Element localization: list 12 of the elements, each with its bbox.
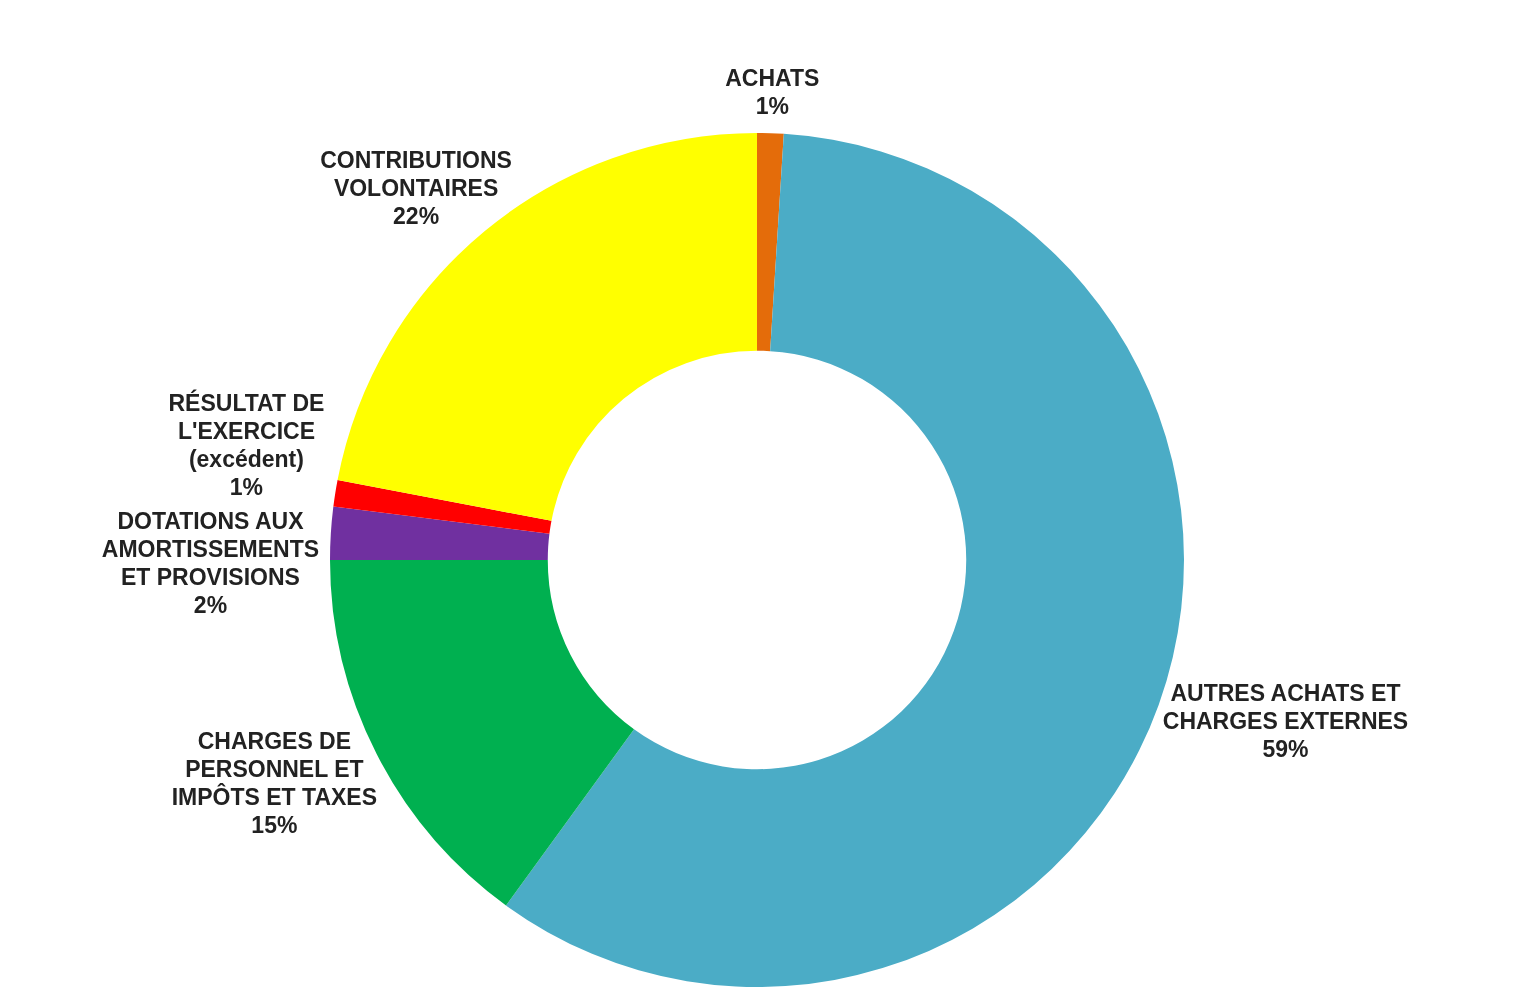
data-label: 1% [229,474,264,501]
slice-label: DOTATIONS AUX AMORTISSEMENTS ET PROVISIONS [101,508,320,591]
slice-label: RÉSULTAT DE L'EXERCICE (excédent) [168,389,325,473]
data-label: 2% [193,592,228,619]
slice-label: AUTRES ACHATS ET CHARGES EXTERNES [1162,680,1409,735]
data-label: 15% [251,812,298,839]
data-label: 1% [755,92,789,119]
data-label: 22% [393,202,440,229]
slice-label: CONTRIBUTIONS VOLONTAIRES [320,146,512,201]
data-label: 59% [1262,736,1309,763]
slice-label: CHARGES DE PERSONNEL ET IMPÔTS ET TAXES [171,728,378,811]
slice-label: ACHATS [725,64,820,91]
